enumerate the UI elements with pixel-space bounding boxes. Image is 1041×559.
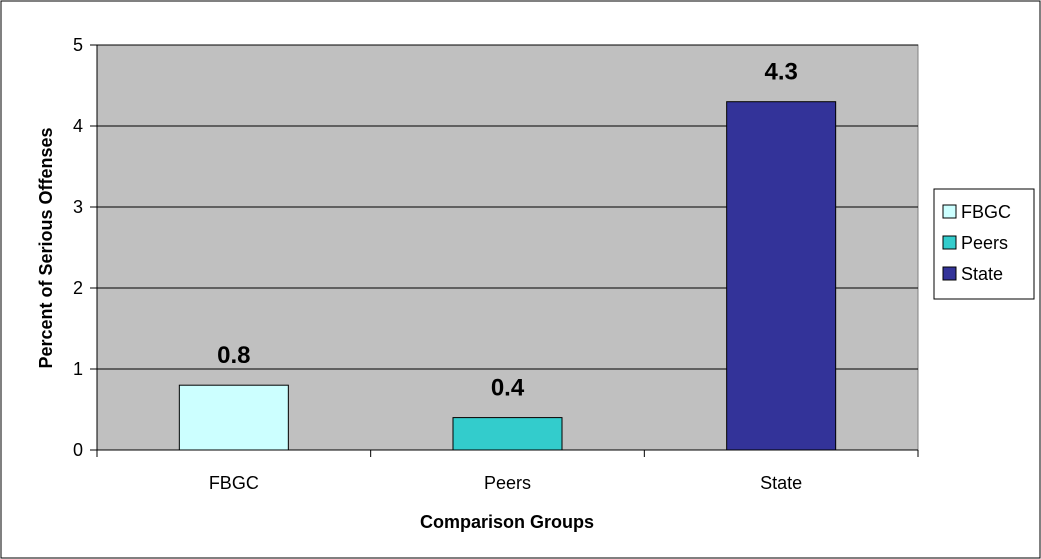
bars-group <box>178 101 837 451</box>
legend-items: FBGC Peers State <box>942 202 1011 284</box>
y-axis: 0 1 2 3 4 5 <box>73 35 98 460</box>
y-tick-label: 4 <box>73 116 83 136</box>
legend: FBGC Peers State <box>933 188 1035 300</box>
y-tick-label: 1 <box>73 359 83 379</box>
legend-swatch <box>942 235 957 250</box>
x-tick-label: FBGC <box>209 473 259 493</box>
x-tick-label: State <box>760 473 802 493</box>
x-tick-label: Peers <box>484 473 531 493</box>
y-axis-title: Percent of Serious Offenses <box>36 127 56 368</box>
bar-state <box>726 101 837 451</box>
bar-fbgc <box>178 384 289 451</box>
y-tick-label: 0 <box>73 440 83 460</box>
x-axis-title: Comparison Groups <box>420 512 594 532</box>
data-label: 0.4 <box>491 375 525 402</box>
data-label: 0.8 <box>217 342 250 369</box>
legend-swatch <box>942 204 957 219</box>
legend-label: FBGC <box>961 202 1011 222</box>
y-tick-label: 3 <box>73 197 83 217</box>
x-axis: FBGC Peers State <box>96 449 919 493</box>
legend-swatch <box>942 266 957 281</box>
bar-peers <box>452 417 563 451</box>
data-label: 4.3 <box>764 59 797 86</box>
y-tick-label: 2 <box>73 278 83 298</box>
y-tick-label: 5 <box>73 35 83 55</box>
data-labels-group: 0.8 0.4 4.3 <box>217 59 798 402</box>
legend-label: Peers <box>961 233 1008 253</box>
legend-label: State <box>961 264 1003 284</box>
